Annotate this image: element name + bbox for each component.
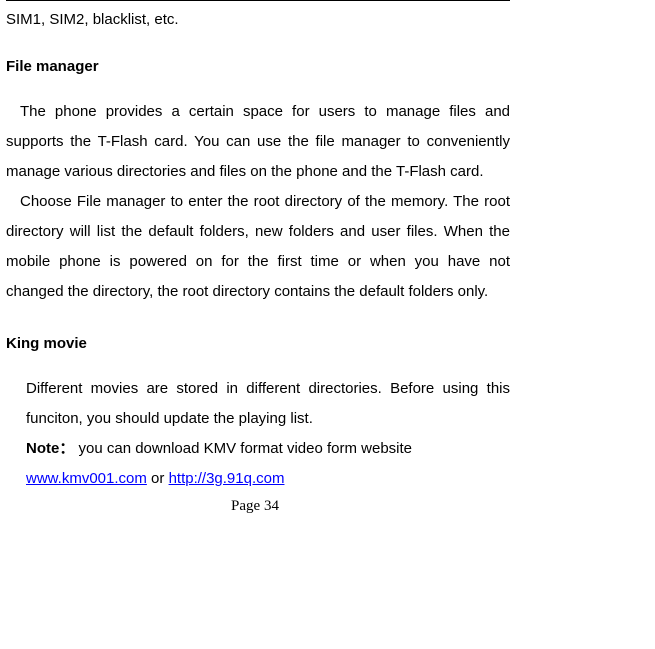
file-manager-para-1: The phone provides a certain space for u… (6, 97, 510, 187)
kmv-link[interactable]: www.kmv001.com (26, 470, 147, 487)
king-movie-note: Note： you can download KMV format video … (26, 434, 510, 464)
top-divider (6, 0, 510, 1)
king-movie-para-1: Different movies are stored in different… (26, 374, 510, 434)
king-movie-heading: King movie (6, 335, 510, 352)
king-movie-links-line: www.kmv001.com or http://3g.91q.com (26, 464, 510, 494)
file-manager-para-2: Choose File manager to enter the root di… (6, 187, 510, 307)
file-manager-heading: File manager (6, 58, 510, 75)
link-connector: or (147, 470, 169, 487)
fragment-line: SIM1, SIM2, blacklist, etc. (6, 9, 510, 30)
note-label: Note： (26, 440, 74, 457)
note-text: you can download KMV format video form w… (74, 440, 412, 457)
page-number: Page 34 (0, 498, 510, 515)
3g91q-link[interactable]: http://3g.91q.com (169, 470, 285, 487)
